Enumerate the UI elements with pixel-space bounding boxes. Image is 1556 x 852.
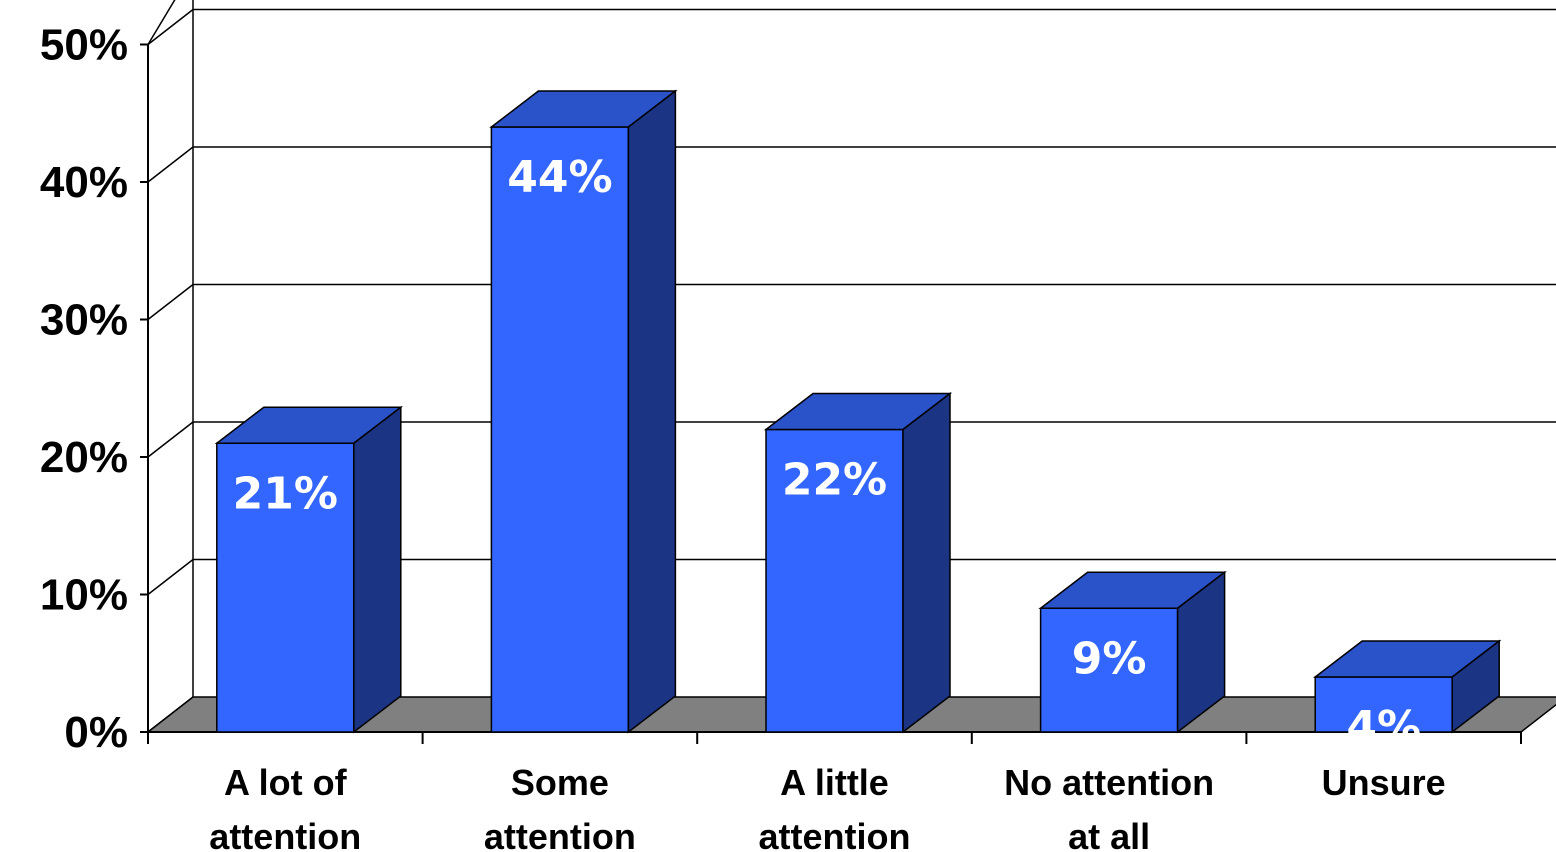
data-label: 9% xyxy=(1072,633,1147,684)
bar-side xyxy=(902,391,951,734)
bar-4 xyxy=(1312,639,1502,734)
wall-top-edge xyxy=(147,0,176,45)
category-label: No attention xyxy=(1004,762,1214,803)
bar-3 xyxy=(1038,570,1227,734)
bar-0 xyxy=(214,405,404,734)
gridline-side xyxy=(147,558,194,596)
y-tick-label: 10% xyxy=(40,571,128,620)
category-label: attention xyxy=(209,816,361,852)
gridline-side xyxy=(147,8,194,46)
category-label: Some xyxy=(511,762,609,803)
gridline-side xyxy=(147,421,194,458)
bar-2 xyxy=(763,391,953,734)
category-label: attention xyxy=(759,816,911,852)
data-label: 4% xyxy=(1346,702,1421,753)
y-tick-label: 40% xyxy=(40,158,128,207)
y-tick-label: 0% xyxy=(64,708,128,757)
y-tick-label: 50% xyxy=(40,21,128,70)
gridline-side xyxy=(147,283,194,321)
y-tick-label: 20% xyxy=(40,433,128,482)
category-label: at all xyxy=(1068,816,1150,852)
category-label: attention xyxy=(484,816,636,852)
bar-side xyxy=(353,405,402,734)
bars xyxy=(214,89,1502,734)
bar-side xyxy=(1451,639,1500,734)
gridline-side xyxy=(147,146,194,183)
bar-front xyxy=(490,126,630,733)
bar-side xyxy=(1176,570,1226,734)
axes: 0% 10% 20% 30% 40% 50% xyxy=(40,21,1522,757)
bar-1 xyxy=(489,89,678,734)
category-label: A little xyxy=(780,762,889,803)
category-label: Unsure xyxy=(1322,762,1446,803)
bar-front xyxy=(765,428,904,733)
labels: 21% A lot of attention 44% Some attention 22% A… xyxy=(209,152,1445,852)
data-label: 21% xyxy=(233,468,338,519)
bar-side xyxy=(627,89,677,734)
data-label: 22% xyxy=(782,455,887,506)
category-label: A lot of xyxy=(224,762,348,803)
y-tick-label: 30% xyxy=(40,296,128,345)
data-label: 44% xyxy=(507,152,612,203)
